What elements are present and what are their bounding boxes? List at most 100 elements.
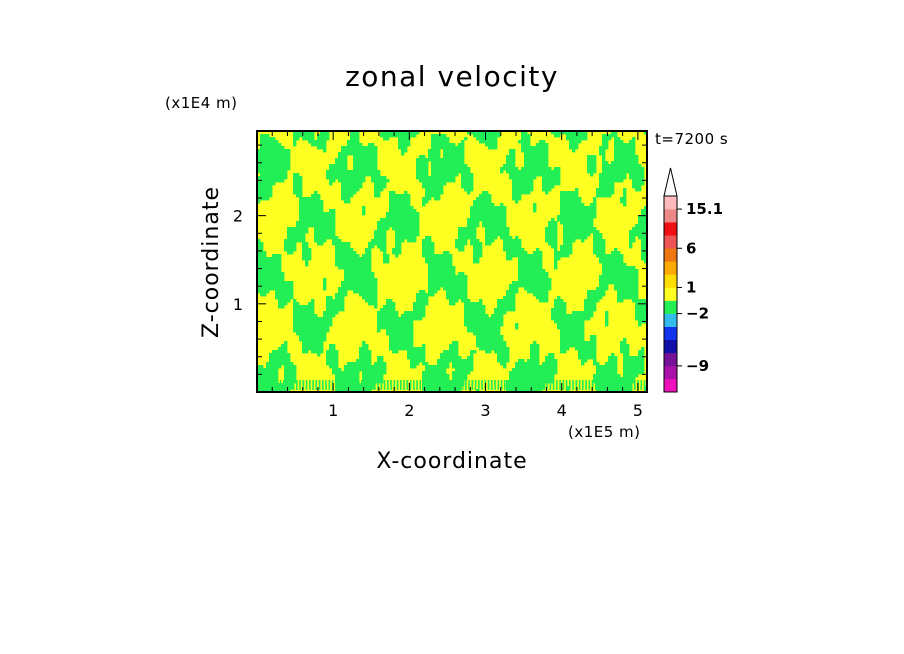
field-cell [632, 140, 636, 144]
field-cell [440, 371, 444, 375]
field-cell [530, 188, 534, 192]
field-cell [617, 284, 621, 288]
field-cell [465, 380, 467, 390]
field-cell [377, 320, 381, 324]
field-cell [419, 170, 423, 174]
field-cell [446, 365, 450, 369]
field-cell [605, 266, 609, 270]
field-cell [329, 320, 333, 324]
field-cell [605, 185, 609, 189]
field-cell [641, 371, 645, 375]
field-cell [404, 227, 408, 231]
field-cell [389, 200, 393, 204]
field-cell [431, 269, 435, 273]
field-cell [569, 335, 573, 339]
field-cell [527, 365, 531, 369]
field-cell [545, 374, 549, 378]
field-cell [578, 329, 582, 333]
field-cell [608, 281, 612, 285]
field-cell [299, 185, 303, 189]
field-cell [488, 209, 492, 213]
field-cell [611, 257, 615, 261]
field-cell [491, 221, 495, 225]
field-cell [536, 389, 540, 393]
field-cell [530, 347, 534, 351]
field-cell [620, 272, 624, 276]
field-cell [329, 236, 333, 240]
field-cell [614, 155, 618, 159]
field-cell [554, 266, 558, 270]
field-cell [293, 299, 297, 303]
field-cell [377, 170, 381, 174]
field-cell [623, 143, 627, 147]
field-cell [302, 248, 306, 252]
field-cell [560, 308, 564, 312]
field-cell [368, 377, 372, 381]
field-cell [353, 266, 357, 270]
field-cell [545, 173, 549, 177]
field-cell [473, 239, 477, 243]
field-cell [392, 191, 396, 195]
field-cell [578, 224, 582, 228]
field-cell [374, 296, 378, 300]
field-cell [549, 380, 552, 390]
field-cell [470, 206, 474, 210]
field-cell [314, 239, 318, 243]
field-cell [404, 338, 408, 342]
field-cell [578, 332, 582, 336]
field-cell [533, 287, 537, 291]
field-cell [521, 248, 525, 252]
field-cell [263, 272, 267, 276]
field-cell [371, 155, 375, 159]
field-cell [479, 317, 483, 321]
field-cell [506, 161, 510, 165]
field-cell [386, 131, 390, 135]
field-cell [617, 146, 621, 150]
field-cell [284, 290, 288, 294]
field-cell [356, 179, 360, 183]
field-cell [629, 389, 633, 393]
field-cell [506, 164, 510, 168]
field-cell [440, 170, 444, 174]
field-cell [545, 146, 549, 150]
field-cell [602, 281, 606, 285]
field-cell [491, 224, 495, 228]
field-cell [407, 239, 411, 243]
field-cell [425, 239, 429, 243]
field-cell [611, 179, 615, 183]
field-cell [593, 245, 597, 249]
field-cell [407, 311, 411, 315]
field-cell [554, 239, 558, 243]
field-cell [515, 248, 519, 252]
field-cell [581, 350, 585, 354]
field-cell [440, 263, 444, 267]
field-cell [428, 272, 432, 276]
field-cell [503, 239, 507, 243]
field-cell [593, 335, 597, 339]
field-cell [257, 374, 261, 378]
field-cell [524, 131, 528, 135]
field-cell [542, 275, 546, 279]
field-cell [554, 182, 558, 186]
field-cell [545, 155, 549, 159]
field-cell [587, 227, 591, 231]
field-cell [617, 179, 621, 183]
field-cell [500, 305, 504, 309]
field-cell [542, 176, 546, 180]
field-cell [485, 143, 489, 147]
field-cell [575, 230, 579, 234]
field-cell [416, 353, 420, 357]
field-cell [452, 302, 456, 306]
field-cell [635, 179, 639, 183]
field-cell [422, 374, 426, 378]
field-cell [338, 173, 342, 177]
field-cell [431, 245, 435, 249]
field-cell [314, 230, 318, 234]
field-cell [614, 272, 618, 276]
field-cell [461, 284, 465, 288]
field-cell [365, 293, 369, 297]
field-cell [554, 317, 558, 321]
field-cell [632, 227, 636, 231]
field-cell [614, 389, 618, 393]
field-cell [314, 209, 318, 213]
